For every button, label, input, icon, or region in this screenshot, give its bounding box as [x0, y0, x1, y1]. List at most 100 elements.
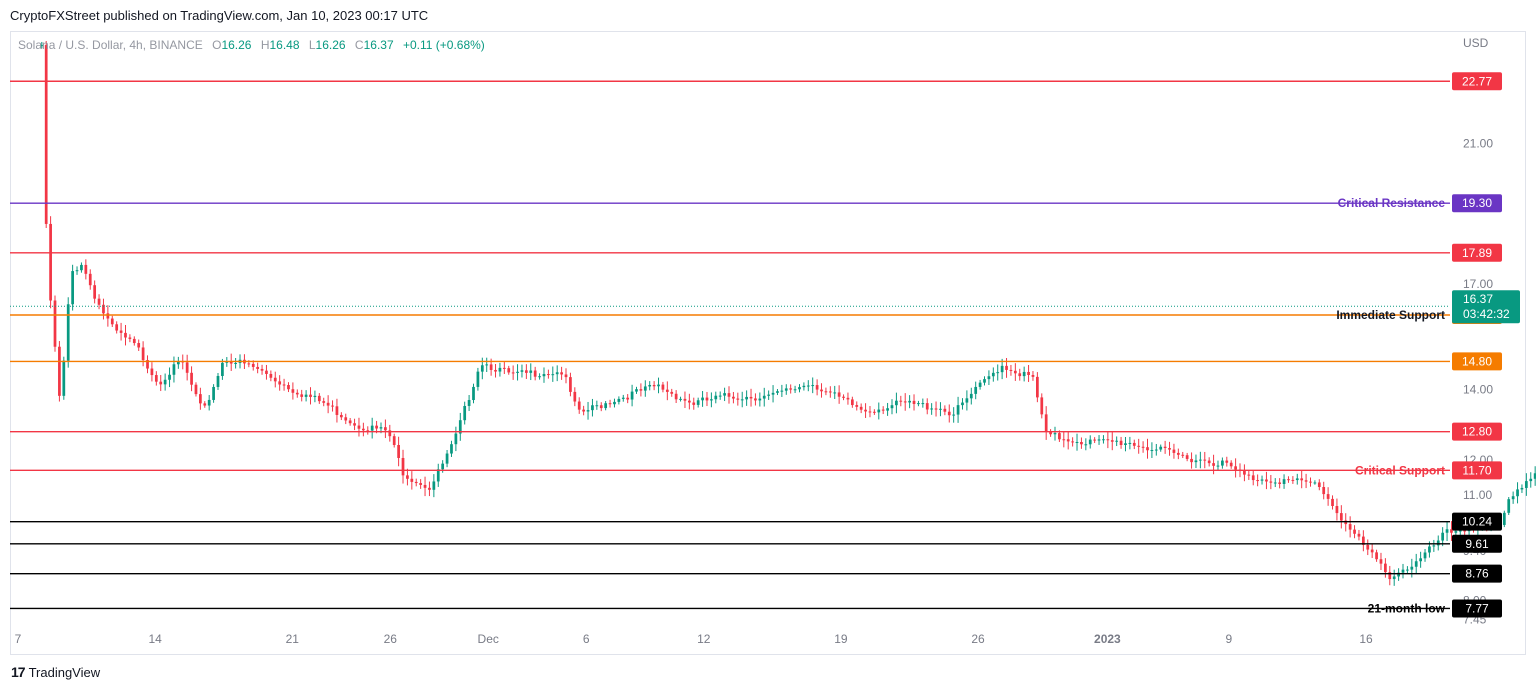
- x-tick-label: Dec: [478, 632, 499, 646]
- candle-body: [384, 427, 387, 431]
- candle-body: [480, 365, 484, 372]
- candle-body: [930, 408, 934, 410]
- candle-body: [1093, 439, 1097, 441]
- candle-body: [595, 405, 599, 407]
- level-price-tag: [1452, 564, 1502, 583]
- candle-body: [75, 270, 79, 272]
- candle-body: [251, 363, 255, 367]
- candle-body: [859, 406, 863, 410]
- level-price-label: 14.80: [1462, 354, 1492, 368]
- candle-body: [1423, 552, 1427, 559]
- x-axis: 7 14 21 26 Dec 6 12 19 26 2023 9 16: [15, 632, 1373, 646]
- candle-body: [1326, 494, 1330, 499]
- candle-body: [1058, 433, 1061, 440]
- candle-body: [472, 386, 475, 401]
- legend-high-label: H: [260, 38, 270, 52]
- candle-body: [66, 304, 70, 361]
- candle-body: [648, 384, 652, 387]
- candle-body: [661, 384, 665, 390]
- chart-frame: [10, 31, 1526, 655]
- candle-body: [1339, 513, 1343, 521]
- candle-body: [1366, 544, 1370, 550]
- level-price-label: 9.61: [1465, 537, 1489, 551]
- candle-body: [1075, 441, 1079, 443]
- candle-body: [1049, 431, 1052, 435]
- candle-body: [784, 388, 788, 391]
- candle-body: [71, 271, 74, 305]
- candle-body: [489, 364, 493, 370]
- legend-low-label: L: [308, 38, 316, 52]
- candle-body: [1287, 479, 1290, 481]
- candle-body: [212, 386, 215, 400]
- candle-body: [1221, 460, 1224, 466]
- candle-body: [498, 367, 502, 372]
- candle-body: [207, 399, 211, 406]
- legend-change: +0.11 (+0.68%): [402, 38, 485, 52]
- candle-body: [842, 396, 845, 398]
- candle-body: [1203, 459, 1207, 461]
- level-annotation: 21-month low: [1368, 601, 1446, 615]
- candle-body: [256, 366, 260, 369]
- candle-body: [282, 384, 286, 386]
- candle-body: [886, 408, 889, 411]
- candle-body: [591, 405, 594, 411]
- candle-body: [639, 389, 643, 391]
- candle-body: [93, 285, 97, 299]
- candle-body: [146, 360, 149, 369]
- level-price-tag: [1452, 194, 1502, 213]
- candle-body: [221, 362, 224, 376]
- candle-body: [1128, 442, 1132, 444]
- x-tick-label: 12: [697, 632, 711, 646]
- candle-body: [1110, 440, 1114, 442]
- legend-open: 16.26: [221, 38, 252, 52]
- candle-body: [423, 484, 427, 488]
- tradingview-logo[interactable]: 17 TradingView: [11, 664, 100, 680]
- candle-body: [833, 392, 837, 394]
- candle-body: [903, 401, 907, 403]
- candle-body: [128, 337, 132, 339]
- candle-body: [450, 444, 453, 454]
- candle-body: [956, 405, 960, 415]
- candle-body: [604, 403, 608, 409]
- candle-body: [621, 397, 625, 399]
- candle-body: [793, 389, 797, 391]
- candle-body: [542, 374, 546, 377]
- candle-body: [1357, 533, 1361, 537]
- candle-body: [344, 417, 348, 421]
- candles-layer: [40, 41, 1536, 586]
- candle-body: [428, 487, 431, 490]
- candle-body: [1520, 487, 1524, 490]
- candle-body: [1441, 532, 1445, 541]
- candle-body: [1115, 440, 1119, 442]
- candle-body: [1088, 439, 1092, 445]
- candle-body: [406, 475, 409, 479]
- candle-body: [771, 392, 775, 395]
- candle-body: [190, 372, 193, 385]
- candle-body: [529, 370, 533, 373]
- y-tick-label: 21.00: [1463, 136, 1493, 150]
- candle-body: [119, 330, 123, 333]
- candle-body: [736, 398, 740, 400]
- candle-body: [397, 444, 400, 458]
- candle-body: [1243, 470, 1246, 475]
- candle-body: [370, 425, 374, 431]
- candle-body: [511, 372, 515, 374]
- candle-body: [106, 313, 110, 319]
- candle-body: [811, 385, 815, 387]
- x-tick-label: 9: [1226, 632, 1233, 646]
- candle-body: [1234, 466, 1237, 470]
- level-price-label: 11.70: [1462, 463, 1491, 477]
- candle-body: [547, 374, 550, 376]
- candle-body: [1361, 536, 1365, 545]
- x-tick-label: 6: [583, 632, 590, 646]
- legend-low: 16.26: [315, 38, 346, 52]
- candle-body: [555, 372, 559, 375]
- candle-body: [516, 371, 519, 373]
- candle-body: [1084, 444, 1088, 446]
- candle-body: [758, 398, 762, 401]
- candle-body: [1450, 529, 1453, 533]
- candle-body: [1331, 498, 1334, 506]
- candle-body: [1040, 397, 1044, 415]
- x-tick-label: 21: [286, 632, 300, 646]
